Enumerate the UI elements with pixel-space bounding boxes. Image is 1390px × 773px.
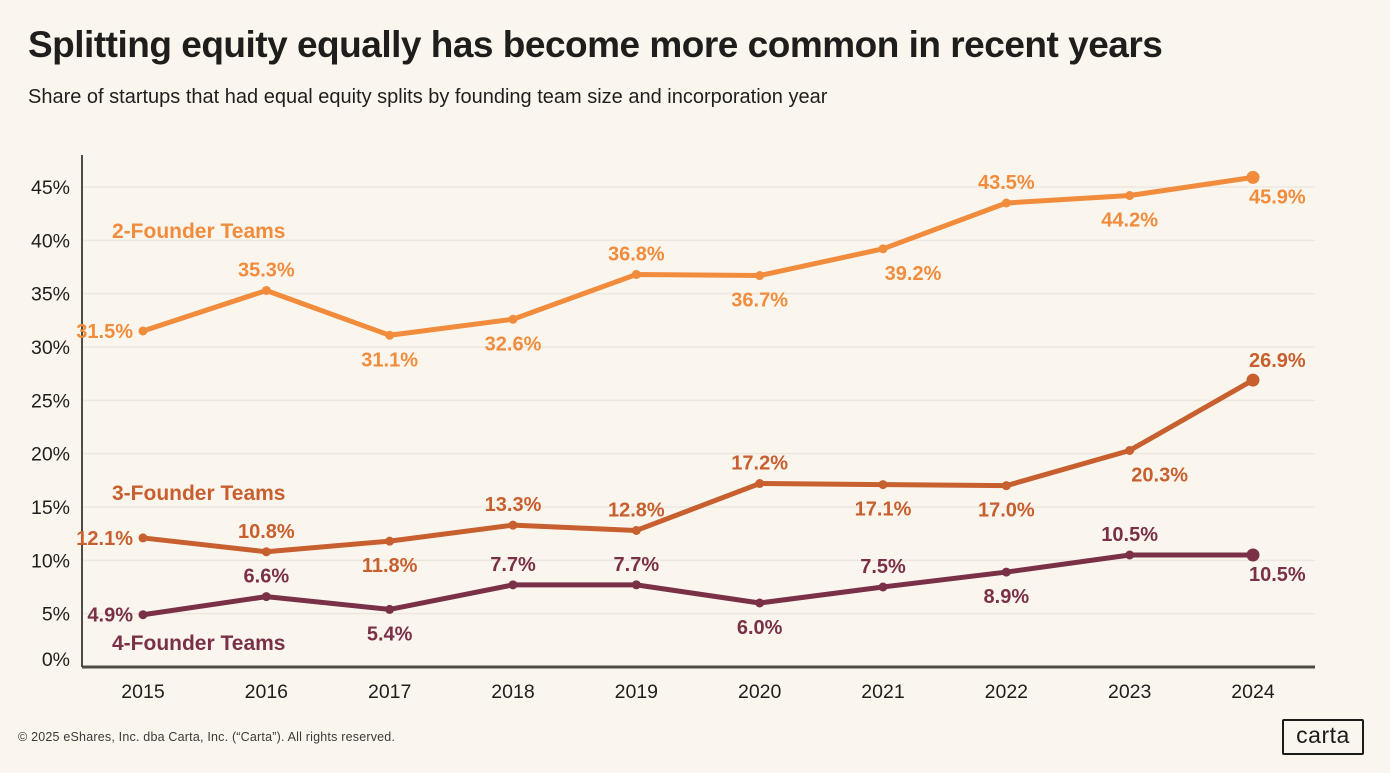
x-tick-label: 2015 — [121, 681, 165, 703]
data-point-marker — [1125, 191, 1135, 201]
y-tick-label: 45% — [31, 177, 70, 199]
data-point-marker — [631, 269, 641, 279]
data-point-label: 5.4% — [367, 623, 413, 645]
y-tick-label: 10% — [31, 550, 70, 572]
data-point-marker — [878, 244, 888, 254]
data-point-marker — [1246, 548, 1260, 562]
x-tick-label: 2022 — [985, 681, 1028, 703]
data-point-marker — [261, 285, 271, 295]
data-point-label: 12.1% — [76, 528, 133, 550]
y-tick-label: 25% — [31, 390, 70, 412]
data-point-label: 43.5% — [978, 172, 1035, 194]
data-point-label: 36.8% — [608, 243, 665, 265]
data-point-marker — [755, 598, 765, 608]
page-title: Splitting equity equally has become more… — [28, 24, 1163, 65]
data-point-marker — [508, 314, 518, 324]
data-point-label: 12.8% — [608, 499, 665, 521]
data-point-label: 20.3% — [1131, 464, 1188, 486]
data-point-label: 44.2% — [1101, 210, 1158, 232]
y-tick-label: 20% — [31, 444, 70, 466]
data-point-label: 13.3% — [485, 494, 542, 516]
data-point-marker — [261, 592, 271, 602]
data-point-label: 31.1% — [361, 349, 418, 371]
data-point-label: 7.7% — [614, 554, 660, 576]
data-point-label: 26.9% — [1249, 350, 1306, 372]
x-tick-label: 2019 — [615, 681, 658, 703]
data-point-marker — [1246, 170, 1260, 184]
x-tick-label: 2021 — [861, 681, 904, 703]
series-label: 2-Founder Teams — [112, 220, 285, 243]
data-point-label: 6.0% — [737, 617, 783, 639]
data-point-marker — [1246, 373, 1260, 387]
data-point-marker — [1125, 550, 1135, 560]
x-tick-label: 2018 — [491, 681, 534, 703]
data-point-marker — [385, 604, 395, 614]
data-point-marker — [385, 536, 395, 546]
data-point-marker — [631, 525, 641, 535]
data-point-label: 10.5% — [1101, 524, 1158, 546]
data-point-label: 39.2% — [885, 263, 942, 285]
data-point-label: 8.9% — [984, 586, 1030, 608]
data-point-marker — [755, 271, 765, 281]
x-tick-label: 2016 — [245, 681, 288, 703]
data-point-marker — [631, 580, 641, 590]
data-point-marker — [138, 610, 148, 620]
copyright-text: © 2025 eShares, Inc. dba Carta, Inc. (“C… — [18, 730, 396, 744]
data-point-label: 6.6% — [244, 566, 290, 588]
series-label: 4-Founder Teams — [112, 632, 285, 655]
data-point-label: 17.0% — [978, 500, 1035, 522]
data-point-marker — [385, 330, 395, 340]
data-point-label: 32.6% — [485, 333, 542, 355]
data-point-marker — [261, 547, 271, 557]
data-point-marker — [508, 520, 518, 530]
data-point-label: 7.5% — [860, 556, 906, 578]
data-point-label: 7.7% — [490, 554, 536, 576]
data-point-marker — [878, 480, 888, 490]
x-tick-label: 2017 — [368, 681, 411, 703]
data-point-label: 17.1% — [855, 499, 912, 521]
data-point-marker — [755, 479, 765, 489]
carta-logo: carta — [1282, 719, 1364, 755]
data-point-marker — [138, 326, 148, 336]
series-line-2-founder-teams — [140, 174, 1256, 338]
data-point-label: 11.8% — [362, 555, 418, 577]
data-point-marker — [878, 582, 888, 592]
data-point-label: 10.8% — [238, 521, 295, 543]
data-point-marker — [508, 580, 518, 590]
x-tick-label: 2024 — [1231, 681, 1275, 703]
y-tick-label: 30% — [31, 337, 70, 359]
y-tick-label: 5% — [42, 604, 70, 626]
x-tick-label: 2020 — [738, 681, 782, 703]
data-point-marker — [1125, 445, 1135, 455]
page-subtitle: Share of startups that had equal equity … — [28, 86, 828, 108]
data-point-label: 17.2% — [731, 453, 788, 475]
data-point-marker — [1001, 198, 1011, 208]
data-point-marker — [138, 533, 148, 543]
data-point-label: 31.5% — [76, 321, 133, 343]
data-point-label: 4.9% — [87, 605, 133, 627]
data-point-marker — [1001, 567, 1011, 577]
data-point-label: 10.5% — [1249, 564, 1306, 586]
y-tick-label: 35% — [31, 284, 70, 306]
carta-logo-text: carta — [1296, 722, 1350, 748]
series-line-3-founder-teams — [140, 377, 1256, 555]
series-line-4-founder-teams — [140, 552, 1256, 618]
y-tick-label: 40% — [31, 230, 70, 252]
data-point-label: 35.3% — [238, 259, 295, 281]
y-tick-label: 0% — [42, 649, 70, 671]
data-point-label: 45.9% — [1249, 186, 1306, 208]
series-label: 3-Founder Teams — [112, 482, 285, 505]
data-point-marker — [1001, 481, 1011, 491]
x-tick-label: 2023 — [1108, 681, 1151, 703]
y-tick-label: 15% — [31, 497, 70, 519]
data-point-label: 36.7% — [731, 290, 788, 312]
